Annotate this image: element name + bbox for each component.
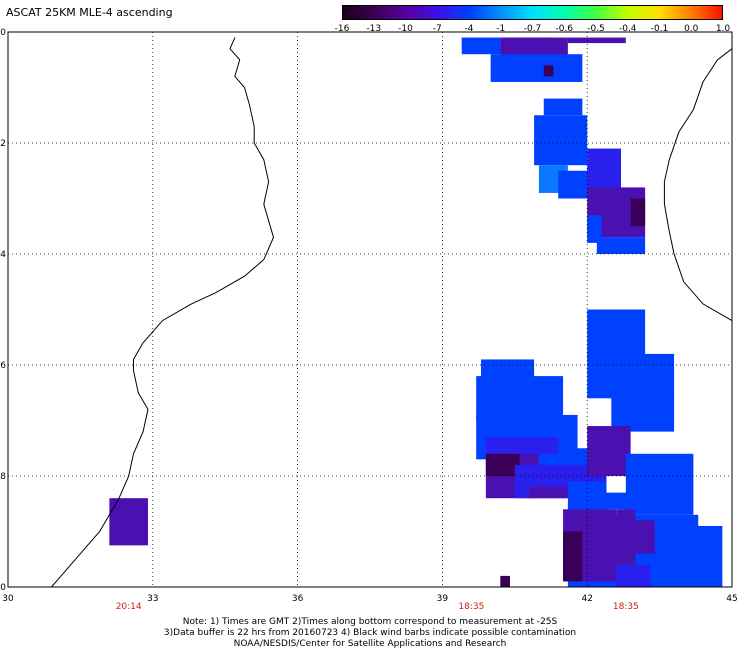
colorbar-tick-label: -13 xyxy=(366,24,382,34)
wind-data-cell xyxy=(563,531,583,582)
wind-data-cell xyxy=(630,198,646,227)
wind-data-cell xyxy=(543,65,554,77)
lat-tick-label: -22 xyxy=(0,139,6,149)
colorbar-tick-label: -10 xyxy=(398,24,413,34)
wind-data-cell xyxy=(543,98,583,116)
colorbar-tick-label: 1.0 xyxy=(715,24,731,34)
pass-time-label: 18:35 xyxy=(613,602,639,612)
wind-data-cell xyxy=(485,437,559,454)
coastline-africa xyxy=(51,37,275,588)
colorbar-tick-label: -7 xyxy=(432,24,442,34)
pass-time-label: 18:35 xyxy=(458,602,484,612)
wind-data-cell xyxy=(616,509,636,565)
map-frame xyxy=(7,31,733,588)
wind-data-cell xyxy=(490,54,583,82)
wind-data-cell xyxy=(587,353,675,399)
wind-data-cell xyxy=(635,520,655,554)
note-line-3: NOAA/NESDIS/Center for Satellite Applica… xyxy=(233,639,507,649)
wind-data-cell xyxy=(587,215,602,243)
wind-data-cell xyxy=(611,392,675,432)
colorbar-tick-label: -1 xyxy=(496,24,506,34)
wind-data-cell xyxy=(461,37,501,55)
colorbar-tick-label: -4 xyxy=(464,24,474,34)
colorbar-ticks: -16 -13 -10 -7 -4 -1 -0.7 -0.6 -0.5 -0.4 -0.1 0.0 1.… xyxy=(328,24,738,36)
wind-data-cell xyxy=(596,237,646,254)
lat-tick-label: -30 xyxy=(0,583,6,593)
wind-data-cell xyxy=(606,492,636,510)
wind-data-cell xyxy=(109,498,148,546)
colorbar-tick-label: -0.1 xyxy=(650,24,669,34)
wind-data-cell xyxy=(625,453,694,515)
wind-data-cell xyxy=(500,575,510,587)
lat-tick-label: -26 xyxy=(0,361,6,371)
wind-data-cell xyxy=(485,453,520,476)
pass-time-label: 20:14 xyxy=(116,602,142,612)
wind-data-cell xyxy=(529,487,602,499)
wind-data-cell xyxy=(616,564,650,587)
colorbar-tick-label: -0.6 xyxy=(555,24,574,34)
lat-tick-label: -20 xyxy=(0,28,6,38)
colorbar-tick-label: 0.0 xyxy=(684,24,699,34)
wind-data-cell xyxy=(534,115,588,166)
colorbar-tick-label: -16 xyxy=(334,24,350,34)
note-line-1: Note: 1) Times are GMT 2)Times along bot… xyxy=(182,617,558,627)
wind-data-cell xyxy=(476,376,564,421)
lon-tick-label: 42 xyxy=(581,594,592,604)
map-title: ASCAT 25KM MLE-4 ascending xyxy=(6,6,173,19)
wind-data-cell xyxy=(649,525,723,587)
wind-data-cell xyxy=(587,309,646,360)
lon-tick-label: 39 xyxy=(437,594,449,604)
colorbar-tick-label: -0.5 xyxy=(587,24,605,34)
lat-tick-label: -24 xyxy=(0,250,6,260)
colorbar-tick-label: -0.4 xyxy=(618,24,637,34)
colorbar-tick-label: -0.7 xyxy=(523,24,542,34)
coastline-madagascar xyxy=(663,48,733,322)
lat-tick-label: -28 xyxy=(0,472,6,482)
lon-tick-label: 33 xyxy=(147,594,158,604)
wind-data-cell xyxy=(587,426,631,476)
colorbar xyxy=(342,5,723,20)
wind-data-cell xyxy=(567,37,626,44)
lon-tick-label: 30 xyxy=(2,594,14,604)
lon-tick-label: 45 xyxy=(726,594,737,604)
note-line-2: 3)Data buffer is 22 hrs from 20160723 4)… xyxy=(163,628,577,638)
lon-tick-label: 36 xyxy=(292,594,304,604)
